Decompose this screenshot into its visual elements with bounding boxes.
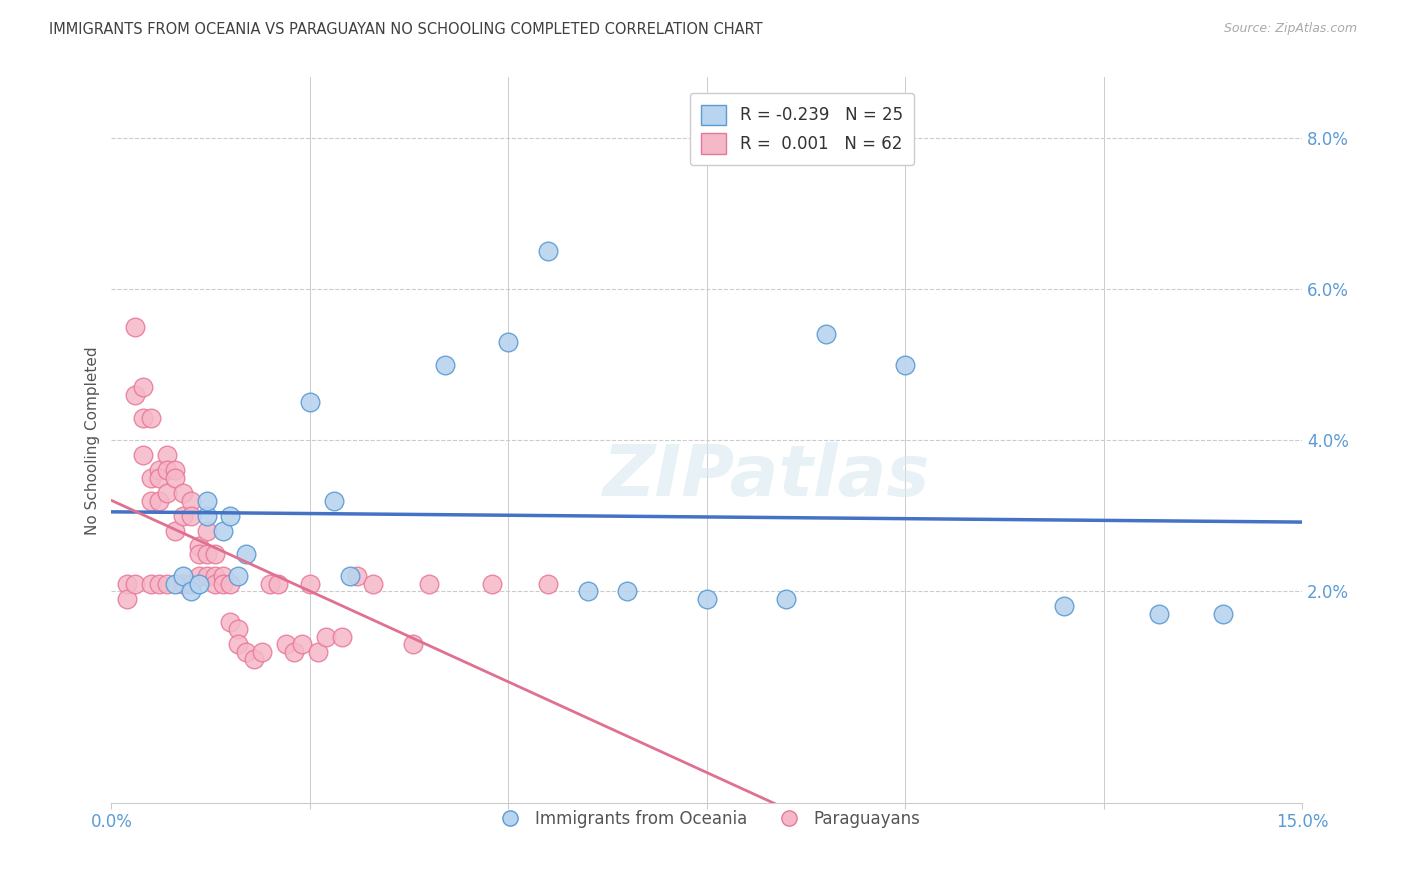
Point (139, 410, 162, 425)
Point (696, 591, 718, 606)
Point (211, 576, 233, 591)
Point (204, 547, 226, 561)
Point (346, 569, 368, 583)
Point (163, 524, 186, 538)
Point (117, 591, 139, 606)
Point (291, 637, 314, 651)
Point (148, 493, 170, 508)
Point (156, 463, 179, 477)
Point (228, 637, 250, 651)
Point (228, 622, 250, 636)
Point (124, 388, 146, 402)
Point (267, 576, 290, 591)
Point (156, 486, 179, 500)
Point (243, 652, 266, 666)
Point (187, 569, 209, 583)
Point (298, 395, 321, 409)
Point (418, 576, 440, 591)
Point (195, 493, 218, 508)
Point (195, 524, 218, 538)
Point (537, 244, 560, 259)
Point (163, 471, 186, 485)
Point (132, 380, 155, 394)
Point (211, 524, 233, 538)
Point (219, 615, 242, 629)
Point (330, 630, 353, 644)
Point (195, 569, 218, 583)
Point (1147, 607, 1170, 621)
Point (433, 358, 456, 372)
Text: ZIPatlas: ZIPatlas (603, 442, 929, 511)
Point (307, 645, 329, 659)
Point (172, 576, 194, 591)
Point (180, 584, 202, 599)
Point (139, 576, 162, 591)
Point (187, 547, 209, 561)
Point (211, 569, 233, 583)
Point (195, 547, 218, 561)
Point (235, 645, 257, 659)
Point (219, 508, 242, 523)
Point (298, 576, 321, 591)
Point (363, 576, 385, 591)
Point (496, 334, 519, 349)
Point (274, 637, 297, 651)
Point (481, 576, 503, 591)
Point (172, 569, 194, 583)
Point (132, 448, 155, 462)
Point (148, 576, 170, 591)
Point (187, 576, 209, 591)
Point (124, 576, 146, 591)
Point (894, 358, 917, 372)
Point (315, 630, 337, 644)
Point (775, 591, 797, 606)
Point (235, 547, 257, 561)
Point (1212, 607, 1234, 621)
Point (219, 576, 242, 591)
Point (148, 471, 170, 485)
Point (195, 508, 218, 523)
Point (156, 448, 179, 462)
Point (163, 576, 186, 591)
Point (156, 576, 179, 591)
Point (322, 493, 344, 508)
Text: Source: ZipAtlas.com: Source: ZipAtlas.com (1223, 22, 1357, 36)
Point (339, 569, 361, 583)
Point (204, 569, 226, 583)
Point (1053, 599, 1076, 614)
Point (228, 569, 250, 583)
Text: IMMIGRANTS FROM OCEANIA VS PARAGUAYAN NO SCHOOLING COMPLETED CORRELATION CHART: IMMIGRANTS FROM OCEANIA VS PARAGUAYAN NO… (49, 22, 763, 37)
Point (537, 576, 560, 591)
Legend: Immigrants from Oceania, Paraguayans: Immigrants from Oceania, Paraguayans (486, 803, 927, 835)
Point (180, 493, 202, 508)
Point (172, 486, 194, 500)
Point (124, 319, 146, 334)
Point (172, 508, 194, 523)
Point (576, 584, 599, 599)
Point (204, 576, 226, 591)
Point (814, 327, 837, 342)
Point (139, 493, 162, 508)
Point (132, 410, 155, 425)
Point (402, 637, 425, 651)
Point (187, 539, 209, 553)
Point (180, 508, 202, 523)
Point (616, 584, 638, 599)
Point (139, 471, 162, 485)
Point (148, 463, 170, 477)
Point (117, 576, 139, 591)
Y-axis label: No Schooling Completed: No Schooling Completed (86, 346, 100, 534)
Point (180, 576, 202, 591)
Point (283, 645, 305, 659)
Point (163, 463, 186, 477)
Point (250, 645, 273, 659)
Point (259, 576, 281, 591)
